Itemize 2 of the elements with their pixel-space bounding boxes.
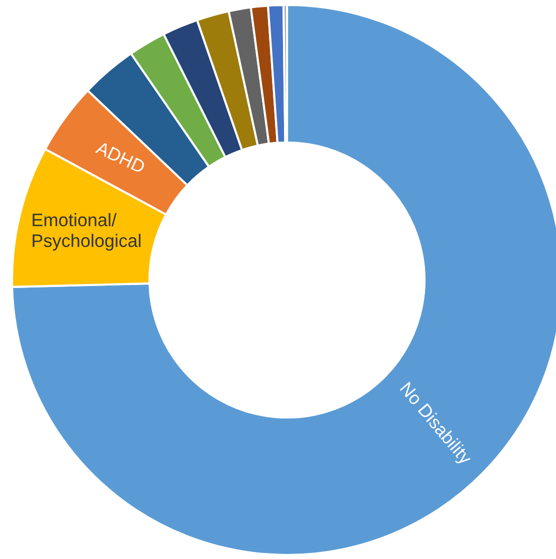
slice-label: ADHD	[95, 140, 146, 174]
slice-label: Emotional/ Psychological	[32, 213, 140, 251]
